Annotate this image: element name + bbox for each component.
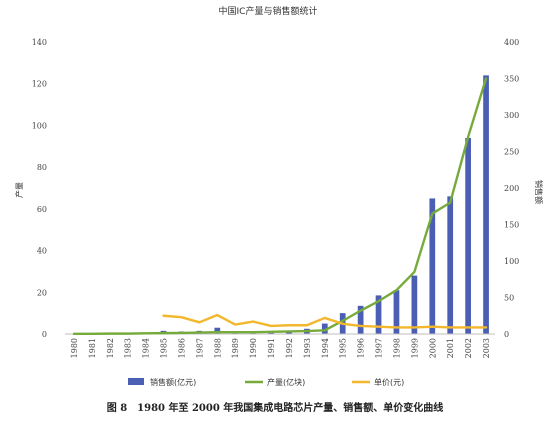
figure-caption: 图 8 1980 年至 2000 年我国集成电路芯片产量、销售额、单价变化曲线: [106, 403, 444, 414]
bar-2002: [465, 137, 471, 334]
bar-1994: [321, 323, 328, 334]
x-tick-label: 1987: [195, 338, 204, 358]
x-tick-label: 2001: [446, 338, 455, 358]
x-tick-label: 1988: [213, 338, 222, 358]
x-tick-label: 1990: [249, 338, 258, 358]
left-tick-label: 40: [37, 247, 47, 256]
x-tick-label: 2003: [482, 338, 491, 358]
x-tick-label: 1984: [142, 338, 151, 358]
left-tick-label: 100: [32, 121, 47, 130]
series-line-1: [72, 77, 488, 336]
legend: 销售额(亿元) 产量(亿块) 单价(元): [128, 377, 404, 387]
x-tick-label: 1989: [231, 338, 240, 358]
legend-swatch-bar: [128, 378, 144, 385]
right-tick-label: 250: [504, 148, 519, 157]
bar-1998: [393, 290, 400, 334]
bar-series: [71, 75, 489, 335]
x-tick-label: 2002: [464, 338, 473, 358]
right-axis-title: 销售额: [534, 180, 544, 204]
right-tick-label: 200: [504, 184, 519, 193]
left-tick-label: 20: [37, 288, 47, 297]
bar-2000: [429, 198, 436, 334]
legend-label: 销售额(亿元): [150, 377, 196, 387]
x-tick-label: 1991: [267, 338, 276, 358]
right-y-axis: 0 50 100 150 200 250 300 350 400: [504, 38, 519, 339]
left-tick-label: 120: [32, 80, 47, 89]
x-tick-label: 1996: [357, 338, 366, 358]
x-tick-label: 1997: [375, 338, 384, 358]
x-tick-label: 1986: [177, 338, 186, 358]
right-tick-label: 300: [504, 111, 519, 120]
bar-2003: [483, 75, 489, 335]
x-tick-label: 1993: [303, 338, 312, 358]
series-line-2: [162, 313, 488, 329]
x-tick-label: 1981: [88, 338, 97, 358]
x-axis: 1980 1981 1982 1983 1984 1985 1986 1987 1988 1989…: [70, 338, 491, 358]
right-tick-label: 100: [504, 257, 519, 266]
left-tick-label: 60: [37, 205, 47, 214]
x-tick-label: 1992: [285, 338, 294, 358]
legend-label: 产量(亿块): [267, 377, 305, 387]
x-tick-label: 1985: [160, 338, 169, 358]
x-tick-label: 1982: [106, 338, 115, 358]
legend-label: 单价(元): [374, 377, 404, 387]
left-tick-label: 0: [42, 330, 47, 339]
x-tick-label: 1995: [339, 338, 348, 358]
x-tick-label: 1983: [124, 338, 133, 358]
x-tick-label: 2000: [428, 338, 437, 358]
chart-title: 中国IC产量与销售额统计: [219, 5, 318, 17]
bar-1988: [214, 327, 221, 334]
right-tick-label: 0: [504, 330, 509, 339]
right-tick-label: 50: [504, 294, 514, 303]
bar-1996: [357, 305, 364, 334]
x-tick-label: 1998: [392, 338, 401, 358]
left-y-axis: 0 20 40 60 80 100 120 140: [32, 38, 47, 339]
left-axis-title: 产量: [14, 182, 24, 198]
right-tick-label: 400: [504, 38, 519, 47]
x-tick-label: 1999: [410, 338, 419, 358]
x-tick-label: 1980: [70, 338, 79, 358]
right-tick-label: 150: [504, 221, 519, 230]
right-tick-label: 350: [504, 75, 519, 84]
bar-2001: [447, 196, 454, 334]
line-series: [72, 77, 488, 336]
bar-1997: [375, 295, 382, 334]
left-tick-label: 80: [37, 163, 47, 172]
bar-1999: [411, 275, 418, 334]
x-tick-label: 1994: [321, 338, 330, 358]
left-tick-label: 140: [32, 38, 47, 47]
